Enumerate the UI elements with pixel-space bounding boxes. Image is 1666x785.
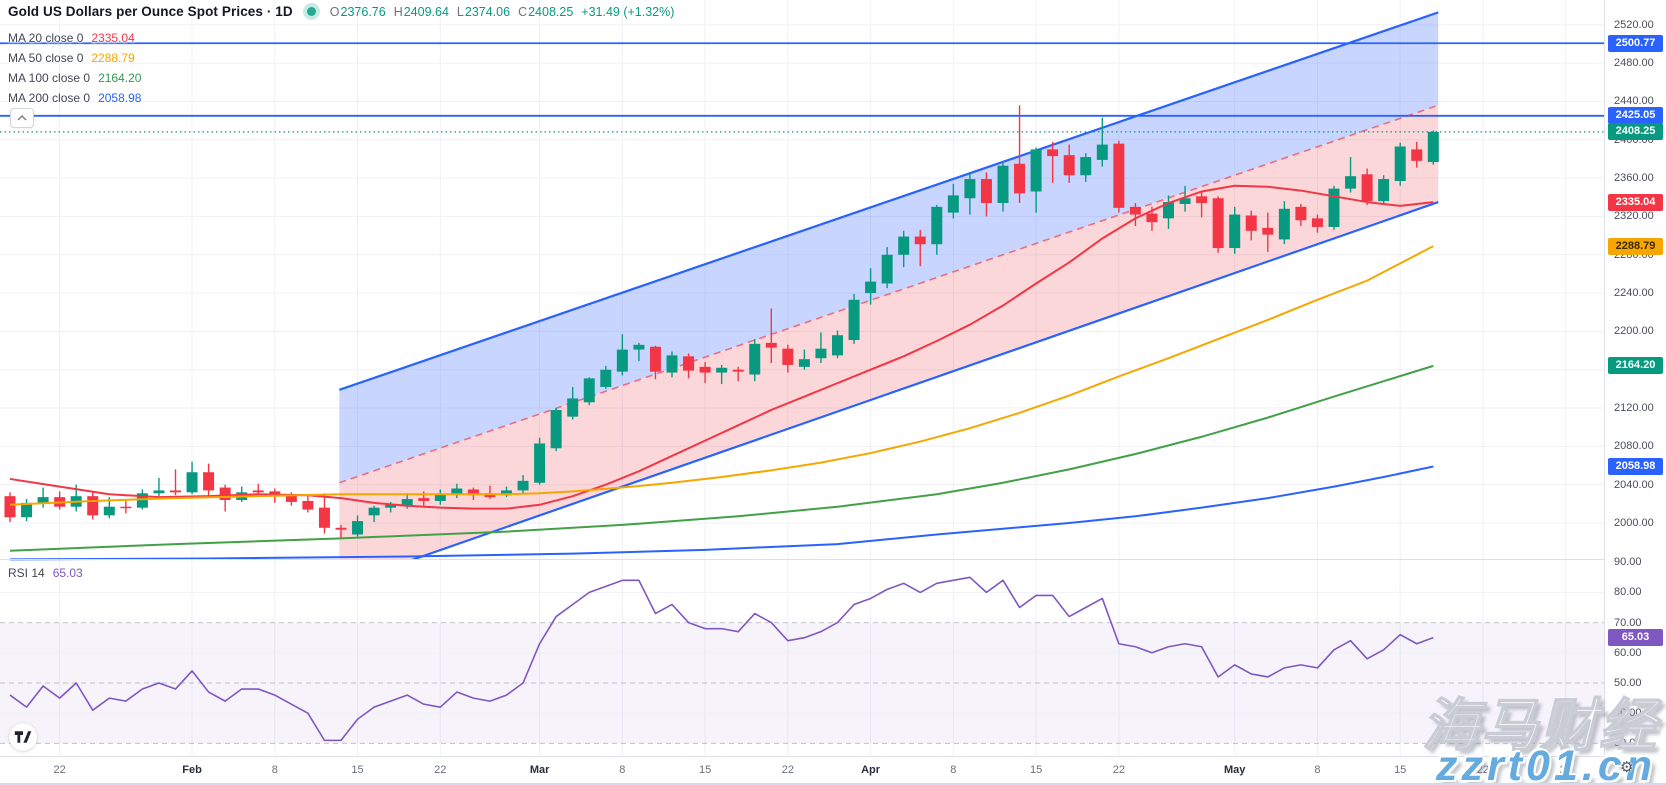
- market-status-icon[interactable]: [306, 7, 316, 16]
- legend-row-ma-20-close-0[interactable]: MA 20 close 0 2335.04: [8, 28, 141, 48]
- collapse-legend-button[interactable]: [10, 108, 34, 128]
- chart-plot-area[interactable]: [0, 0, 1604, 756]
- ohlc-item: L2374.06: [456, 4, 511, 19]
- symbol-title[interactable]: Gold US Dollars per Ounce Spot Prices · …: [8, 4, 293, 19]
- time-tick: 22: [434, 764, 447, 776]
- price-badge-ma200: 2058.98: [1608, 457, 1663, 475]
- time-tick: 8: [271, 764, 278, 776]
- time-tick: 15: [351, 764, 364, 776]
- legend-label: MA 20 close 0: [8, 31, 84, 45]
- watermark-line2: zzrt01.cn: [1435, 742, 1656, 785]
- time-tick: 15: [1029, 764, 1043, 776]
- tradingview-logo[interactable]: [9, 723, 37, 751]
- price-badge-ma50: 2288.79: [1608, 237, 1663, 255]
- time-tick: 15: [698, 764, 712, 776]
- price-tick: 2320.00: [1614, 210, 1654, 223]
- time-tick: 22: [53, 764, 66, 776]
- legend-row-ma-100-close-0[interactable]: MA 100 close 0 2164.20: [8, 68, 141, 88]
- price-tick: 2480.00: [1614, 57, 1654, 70]
- indicator-legend: MA 20 close 0 2335.04 MA 50 close 0 2288.79…: [8, 28, 141, 108]
- price-tick: 2200.00: [1614, 325, 1654, 338]
- gear-icon[interactable]: ⚙: [1620, 759, 1634, 776]
- price-scale[interactable]: 2520.002480.002440.002400.002360.002320.…: [1604, 0, 1666, 783]
- rsi-tick: 70.00: [1614, 616, 1642, 629]
- time-tick: Mar: [529, 764, 550, 776]
- legend-row-ma-200-close-0[interactable]: MA 200 close 0 2058.98: [8, 88, 141, 108]
- price-badge-level-2500: 2500.77: [1608, 34, 1663, 52]
- rsi-tick: 40.00: [1614, 707, 1642, 720]
- rsi-legend[interactable]: RSI 14 65.03: [8, 566, 83, 580]
- time-tick: 8: [1314, 764, 1321, 776]
- rsi-value: 65.03: [52, 566, 83, 580]
- tradingview-logo-icon: [14, 731, 32, 743]
- rsi-label: RSI 14: [8, 566, 45, 580]
- legend-label: MA 100 close 0: [8, 71, 91, 85]
- legend-label: MA 50 close 0: [8, 51, 84, 65]
- price-tick: 2360.00: [1614, 172, 1654, 185]
- price-tick: 2240.00: [1614, 287, 1654, 300]
- time-tick: 8: [950, 764, 957, 776]
- time-tick: 15: [1394, 764, 1407, 776]
- rsi-tick: 30.00: [1614, 737, 1642, 750]
- price-tick: 2040.00: [1614, 478, 1654, 491]
- chevron-up-icon: [17, 115, 27, 121]
- price-badge-level-2425: 2425.05: [1608, 107, 1663, 125]
- legend-row-ma-50-close-0[interactable]: MA 50 close 0 2288.79: [8, 48, 141, 68]
- time-tick: Apr: [861, 764, 881, 776]
- legend-value: 2164.20: [98, 71, 142, 85]
- time-tick: 8: [619, 764, 626, 776]
- legend-value: 2335.04: [91, 31, 135, 45]
- price-tick: 2440.00: [1614, 95, 1654, 108]
- rsi-tick: 90.00: [1614, 556, 1642, 569]
- legend-value: 2288.79: [91, 51, 135, 65]
- chart-header: Gold US Dollars per Ounce Spot Prices · …: [8, 4, 674, 19]
- ohlc-change: +31.49 (+1.32%): [581, 4, 675, 19]
- price-tick: 2520.00: [1614, 18, 1654, 31]
- time-tick: May: [1223, 764, 1246, 776]
- rsi-tick: 60.00: [1614, 646, 1642, 659]
- ohlc-item: O2376.76: [329, 4, 386, 19]
- time-tick: 29: [1559, 764, 1572, 776]
- price-tick: 2000.00: [1614, 517, 1654, 529]
- rsi-tick: 80.00: [1614, 586, 1642, 599]
- legend-value: 2058.98: [98, 91, 142, 105]
- price-badge-ma20: 2335.04: [1608, 193, 1663, 211]
- rsi-badge: 65.03: [1608, 629, 1663, 647]
- time-tick: 22: [1476, 764, 1490, 776]
- time-tick: 22: [781, 764, 794, 776]
- rsi-tick: 50.00: [1614, 677, 1642, 689]
- price-badge-last-price: 2408.25: [1608, 123, 1663, 141]
- ohlc-values: O2376.76 H2409.64 L2374.06 C2408.25 +31.49 (…: [330, 5, 675, 19]
- price-tick: 2120.00: [1614, 402, 1654, 415]
- time-scale[interactable]: 22 Feb 8 15 22 Mar 8 15 22 Apr 8 15 22 May 8 15 22 29: [0, 756, 1604, 783]
- time-tick: Feb: [182, 764, 202, 776]
- time-tick: 22: [1112, 764, 1125, 776]
- ohlc-item: C2408.25: [518, 4, 574, 19]
- price-tick: 2080.00: [1614, 440, 1654, 453]
- watermark-line1: 海马财经: [1421, 693, 1658, 759]
- price-badge-ma100: 2164.20: [1608, 357, 1663, 375]
- legend-label: MA 200 close 0: [8, 91, 91, 105]
- ohlc-item: H2409.64: [393, 4, 449, 19]
